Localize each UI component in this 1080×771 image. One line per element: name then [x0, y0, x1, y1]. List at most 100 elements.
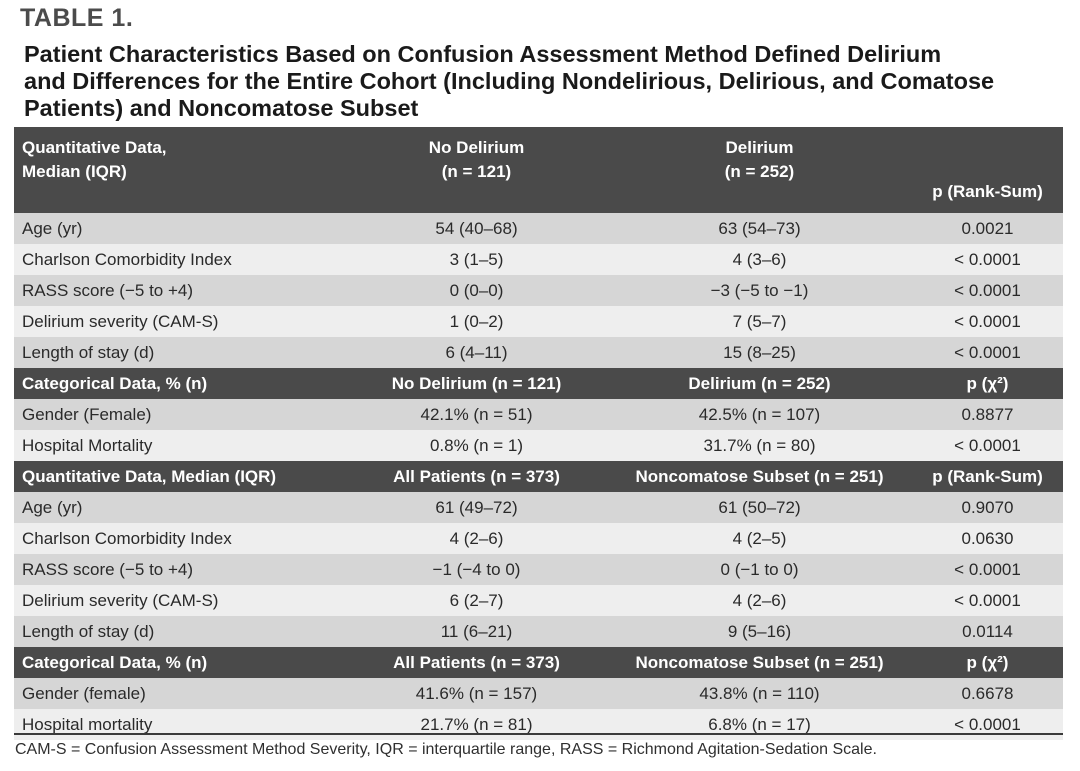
patient-characteristics-table: Quantitative Data, Median (IQR) No Delir… — [14, 127, 1063, 740]
row-label: Delirium severity (CAM-S) — [14, 585, 346, 616]
col2-value: 9 (5–16) — [607, 616, 912, 647]
p-value: 0.0630 — [912, 523, 1063, 554]
table-header-row: Quantitative Data, Median (IQR) No Delir… — [14, 127, 1063, 213]
table-title: Patient Characteristics Based on Confusi… — [24, 41, 1064, 122]
header-line: (n = 252) — [724, 162, 795, 181]
col1-value: 11 (6–21) — [346, 616, 607, 647]
row-label: Hospital mortality — [14, 709, 346, 740]
section-categorical-subset: Gender (female) 41.6% (n = 157) 43.8% (n =… — [14, 678, 1063, 740]
table-row: Length of stay (d) 6 (4–11) 15 (8–25) < 0.0… — [14, 337, 1063, 368]
table-row: Length of stay (d) 11 (6–21) 9 (5–16) 0.011… — [14, 616, 1063, 647]
section-header-cell: All Patients (n = 373) — [346, 461, 607, 492]
table-row: Gender (Female) 42.1% (n = 51) 42.5% (n = … — [14, 399, 1063, 430]
col2-value: 4 (2–6) — [607, 585, 912, 616]
section-header-row: Quantitative Data, Median (IQR) All Patie… — [14, 461, 1063, 492]
table-row: Delirium severity (CAM-S) 1 (0–2) 7 (5–7) <… — [14, 306, 1063, 337]
col2-value: 42.5% (n = 107) — [607, 399, 912, 430]
header-line: Delirium — [725, 138, 794, 157]
section-quantitative-subset: Age (yr) 61 (49–72) 61 (50–72) 0.9070 Charls… — [14, 492, 1063, 647]
section-header-cell: Quantitative Data, Median (IQR) — [14, 461, 346, 492]
col2-value: 7 (5–7) — [607, 306, 912, 337]
table-label: TABLE 1. — [20, 4, 134, 32]
p-value: < 0.0001 — [912, 244, 1063, 275]
table-row: Gender (female) 41.6% (n = 157) 43.8% (n =… — [14, 678, 1063, 709]
section-header-cell: Delirium (n = 252) — [607, 368, 912, 399]
col1-value: 21.7% (n = 81) — [346, 709, 607, 740]
row-label: Delirium severity (CAM-S) — [14, 306, 346, 337]
col2-value: 61 (50–72) — [607, 492, 912, 523]
header-line: No Delirium — [428, 138, 525, 157]
section-header-cell: p (χ²) — [912, 368, 1063, 399]
section-categorical-delirium: Gender (Female) 42.1% (n = 51) 42.5% (n = … — [14, 399, 1063, 461]
section-quantitative-delirium: Age (yr) 54 (40–68) 63 (54–73) 0.0021 Charls… — [14, 213, 1063, 368]
col2-value: 4 (2–5) — [607, 523, 912, 554]
p-value: < 0.0001 — [912, 554, 1063, 585]
section-header-categorical-subset: Categorical Data, % (n) All Patients (n =… — [14, 647, 1063, 678]
section-header-cell: Categorical Data, % (n) — [14, 368, 346, 399]
table-row: RASS score (−5 to +4) 0 (0–0) −3 (−5 to −1… — [14, 275, 1063, 306]
section-header-cell: Noncomatose Subset (n = 251) — [607, 647, 912, 678]
p-value: 0.0021 — [912, 213, 1063, 244]
row-label: Length of stay (d) — [14, 616, 346, 647]
col1-value: 54 (40–68) — [346, 213, 607, 244]
col2-value: 31.7% (n = 80) — [607, 430, 912, 461]
row-label: Charlson Comorbidity Index — [14, 523, 346, 554]
col1-value: 61 (49–72) — [346, 492, 607, 523]
table-footnote: CAM-S = Confusion Assessment Method Seve… — [15, 741, 877, 758]
col1-value: 1 (0–2) — [346, 306, 607, 337]
row-label: Gender (female) — [14, 678, 346, 709]
header-delirium: Delirium (n = 252) — [607, 127, 912, 213]
table-row: RASS score (−5 to +4) −1 (−4 to 0) 0 (−1 t… — [14, 554, 1063, 585]
p-value: 0.9070 — [912, 492, 1063, 523]
col2-value: 0 (−1 to 0) — [607, 554, 912, 585]
p-value: < 0.0001 — [912, 585, 1063, 616]
row-label: RASS score (−5 to +4) — [14, 554, 346, 585]
col1-value: 41.6% (n = 157) — [346, 678, 607, 709]
col1-value: 6 (2–7) — [346, 585, 607, 616]
header-line: Median (IQR) — [22, 162, 127, 181]
section-header-cell: All Patients (n = 373) — [346, 647, 607, 678]
header-line: (n = 121) — [441, 162, 512, 181]
col1-value: 42.1% (n = 51) — [346, 399, 607, 430]
col1-value: 6 (4–11) — [346, 337, 607, 368]
col2-value: 43.8% (n = 110) — [607, 678, 912, 709]
section-header-quantitative-subset: Quantitative Data, Median (IQR) All Patie… — [14, 461, 1063, 492]
header-p-rank-sum: p (Rank-Sum) — [912, 127, 1063, 213]
row-label: Length of stay (d) — [14, 337, 346, 368]
header-line: Quantitative Data, — [22, 138, 167, 157]
col1-value: 0 (0–0) — [346, 275, 607, 306]
col1-value: 4 (2–6) — [346, 523, 607, 554]
section-header-cell: Noncomatose Subset (n = 251) — [607, 461, 912, 492]
table-row: Charlson Comorbidity Index 4 (2–6) 4 (2–5)… — [14, 523, 1063, 554]
row-label: Age (yr) — [14, 213, 346, 244]
table-bottom-rule — [14, 733, 1063, 735]
col2-value: −3 (−5 to −1) — [607, 275, 912, 306]
col2-value: 6.8% (n = 17) — [607, 709, 912, 740]
col1-value: 0.8% (n = 1) — [346, 430, 607, 461]
p-value: 0.6678 — [912, 678, 1063, 709]
section-header-categorical-delirium: Categorical Data, % (n) No Delirium (n = … — [14, 368, 1063, 399]
p-value: 0.0114 — [912, 616, 1063, 647]
table-row: Delirium severity (CAM-S) 6 (2–7) 4 (2–6) <… — [14, 585, 1063, 616]
row-label: Charlson Comorbidity Index — [14, 244, 346, 275]
table-row: Age (yr) 54 (40–68) 63 (54–73) 0.0021 — [14, 213, 1063, 244]
section-header-row: Categorical Data, % (n) No Delirium (n = … — [14, 368, 1063, 399]
table-row: Age (yr) 61 (49–72) 61 (50–72) 0.9070 — [14, 492, 1063, 523]
table-title-line: and Differences for the Entire Cohort (I… — [24, 68, 995, 94]
p-value: 0.8877 — [912, 399, 1063, 430]
row-label: RASS score (−5 to +4) — [14, 275, 346, 306]
col1-value: 3 (1–5) — [346, 244, 607, 275]
col2-value: 15 (8–25) — [607, 337, 912, 368]
p-value: < 0.0001 — [912, 430, 1063, 461]
header-quantitative-data: Quantitative Data, Median (IQR) — [14, 127, 346, 213]
section-header-cell: p (χ²) — [912, 647, 1063, 678]
table-row: Hospital Mortality 0.8% (n = 1) 31.7% (n =… — [14, 430, 1063, 461]
p-value: < 0.0001 — [912, 709, 1063, 740]
col2-value: 4 (3–6) — [607, 244, 912, 275]
table-title-line: Patients) and Noncomatose Subset — [24, 95, 419, 121]
p-value: < 0.0001 — [912, 275, 1063, 306]
header-no-delirium: No Delirium (n = 121) — [346, 127, 607, 213]
table-title-line: Patient Characteristics Based on Confusi… — [24, 41, 942, 67]
table-row: Charlson Comorbidity Index 3 (1–5) 4 (3–6)… — [14, 244, 1063, 275]
row-label: Gender (Female) — [14, 399, 346, 430]
